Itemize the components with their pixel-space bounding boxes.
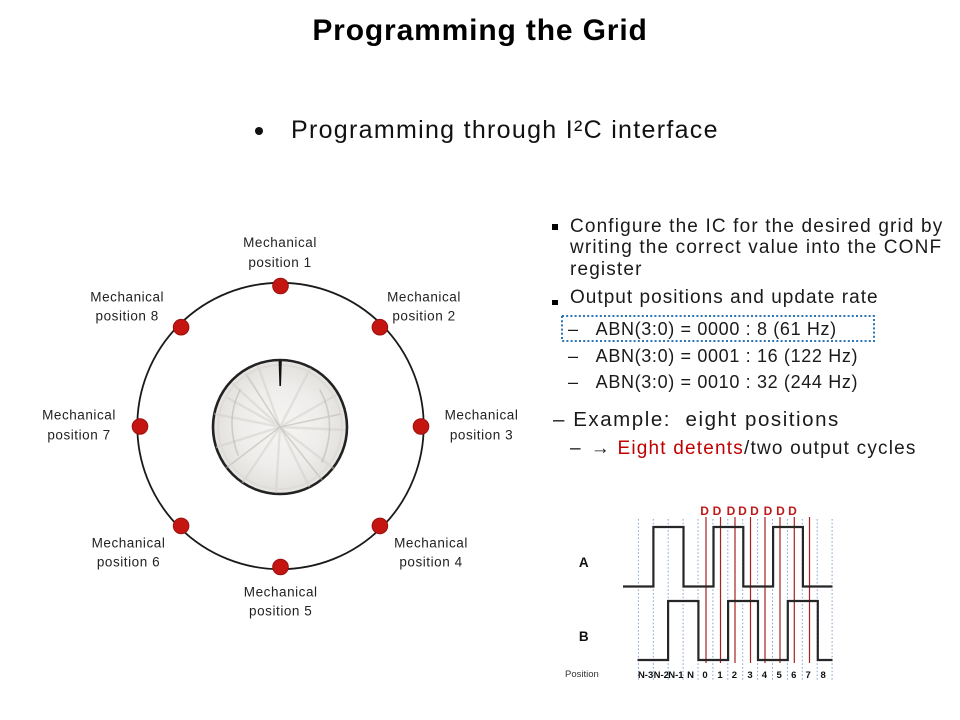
svg-text:1: 1 <box>717 670 723 681</box>
svg-text:Mechanical: Mechanical <box>394 536 468 551</box>
svg-text:N: N <box>687 670 694 681</box>
svg-text:Mechanical: Mechanical <box>445 408 519 423</box>
svg-text:0: 0 <box>702 670 707 681</box>
svg-text:8: 8 <box>820 670 825 681</box>
svg-text:position 6: position 6 <box>97 555 160 570</box>
svg-text:D: D <box>738 504 747 518</box>
svg-text:B: B <box>579 629 589 644</box>
svg-text:N-2: N-2 <box>654 670 669 681</box>
svg-text:Mechanical: Mechanical <box>42 408 116 423</box>
svg-text:6: 6 <box>791 670 796 681</box>
svg-text:N-3: N-3 <box>638 670 653 681</box>
svg-text:4: 4 <box>762 670 768 681</box>
svg-text:Position: Position <box>565 669 599 680</box>
svg-text:Mechanical: Mechanical <box>387 290 461 305</box>
svg-text:D: D <box>713 504 722 518</box>
svg-text:position 4: position 4 <box>399 555 462 570</box>
svg-text:position 3: position 3 <box>450 428 513 443</box>
svg-text:D: D <box>727 504 736 518</box>
svg-text:D: D <box>788 504 797 518</box>
svg-text:3: 3 <box>747 670 752 681</box>
svg-text:N-1: N-1 <box>668 670 684 681</box>
svg-text:position 1: position 1 <box>248 255 311 270</box>
svg-text:position 5: position 5 <box>249 604 312 619</box>
svg-text:A: A <box>579 555 589 570</box>
svg-text:D: D <box>764 504 773 518</box>
svg-text:D: D <box>700 504 709 518</box>
svg-text:D: D <box>776 504 785 518</box>
svg-text:7: 7 <box>805 670 810 681</box>
svg-text:D: D <box>750 504 759 518</box>
svg-text:Mechanical: Mechanical <box>90 290 164 305</box>
svg-text:2: 2 <box>732 670 737 681</box>
svg-text:Mechanical: Mechanical <box>244 585 318 600</box>
svg-text:Mechanical: Mechanical <box>243 235 317 250</box>
svg-text:position 8: position 8 <box>96 309 159 324</box>
svg-text:Mechanical: Mechanical <box>92 536 166 551</box>
svg-text:5: 5 <box>776 670 782 681</box>
svg-text:position 7: position 7 <box>47 428 110 443</box>
svg-text:position 2: position 2 <box>392 309 455 324</box>
